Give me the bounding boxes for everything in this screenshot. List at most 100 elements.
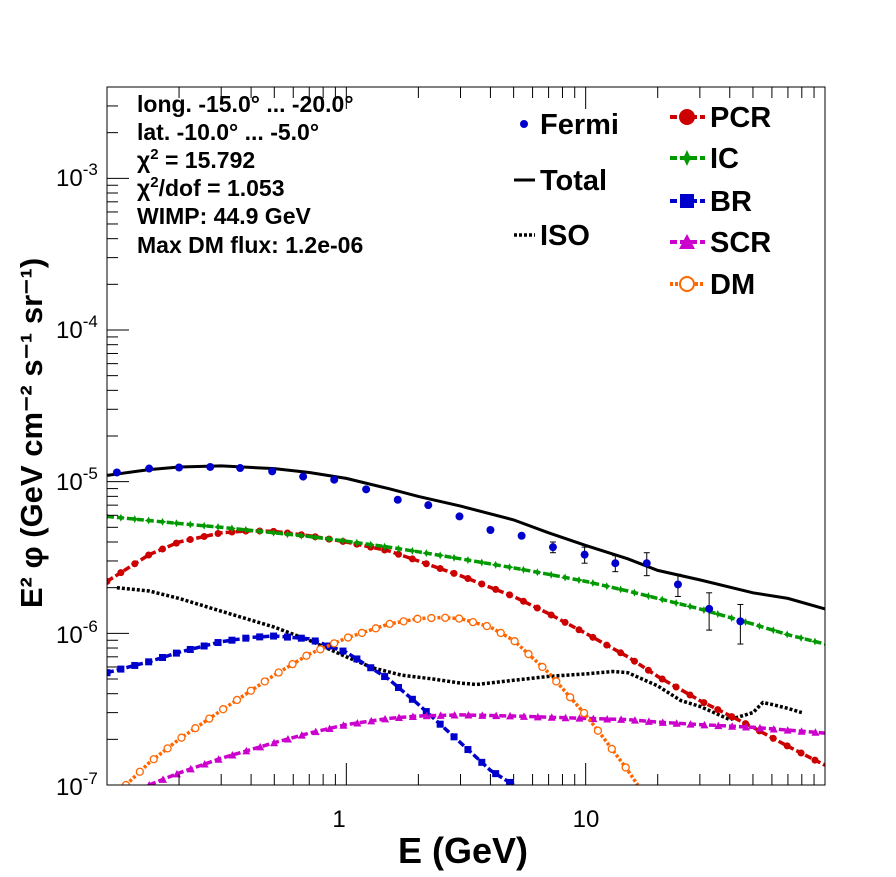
- marker-pcr: [603, 641, 611, 649]
- marker-scr: [755, 723, 764, 732]
- marker-scr: [325, 724, 334, 732]
- marker-dm: [524, 649, 533, 659]
- marker-dm: [135, 767, 144, 776]
- marker-br: [131, 661, 139, 669]
- marker-scr: [492, 711, 501, 720]
- marker-pcr: [450, 569, 458, 577]
- marker-pcr: [186, 536, 194, 544]
- marker-scr: [658, 718, 667, 726]
- max-dm-flux: Max DM flux: 1.2e-06: [137, 232, 363, 258]
- marker-dm: [579, 708, 589, 718]
- marker-dm: [288, 659, 297, 669]
- marker-ic: [574, 576, 583, 585]
- marker-ic: [394, 544, 403, 553]
- marker-ic: [186, 520, 195, 529]
- marker-ic: [158, 517, 167, 526]
- triangle-marker-icon: [679, 234, 695, 249]
- marker-dm: [496, 628, 505, 638]
- marker-pcr: [408, 555, 416, 563]
- marker-pcr: [159, 545, 167, 553]
- legend-label-iso: ISO: [540, 220, 590, 252]
- marker-dm: [399, 617, 408, 626]
- marker-ic: [338, 536, 347, 545]
- marker-scr: [603, 714, 612, 723]
- marker-pcr: [519, 597, 527, 605]
- marker-scr: [395, 713, 404, 722]
- fermi-point: [268, 467, 277, 476]
- marker-scr: [436, 711, 445, 719]
- marker-scr: [159, 775, 168, 783]
- marker-dm: [566, 693, 575, 702]
- series-line-total: [107, 464, 825, 611]
- y-axis-title: E² φ (GeV cm⁻² s⁻¹ sr⁻¹): [14, 258, 49, 608]
- y-tick-label-1e-5: 10-5: [56, 464, 98, 496]
- marker-br: [381, 673, 389, 681]
- marker-br: [395, 684, 403, 692]
- fermi-point: [236, 464, 245, 473]
- marker-ic: [741, 617, 750, 626]
- x-tick-label-10: 10: [573, 806, 600, 833]
- marker-br: [256, 633, 264, 641]
- marker-ic: [116, 513, 125, 522]
- marker-scr: [256, 742, 265, 751]
- marker-pcr: [395, 550, 403, 558]
- marker-dm: [538, 662, 547, 672]
- marker-scr: [714, 721, 723, 730]
- marker-pcr: [145, 551, 153, 559]
- legend-item-fermi: Fermi: [520, 109, 619, 141]
- marker-ic: [769, 626, 778, 635]
- marker-dm: [232, 695, 242, 705]
- marker-ic: [616, 585, 625, 594]
- marker-br: [506, 778, 514, 785]
- y-tick-label-1e-3: 10-3: [56, 160, 98, 192]
- fermi-point: [175, 463, 184, 472]
- marker-ic: [214, 523, 223, 532]
- marker-ic: [547, 570, 556, 579]
- marker-ic: [644, 592, 653, 601]
- marker-ic: [713, 610, 722, 619]
- marker-scr: [408, 712, 417, 720]
- marker-ic: [630, 588, 639, 597]
- marker-pcr: [117, 569, 125, 577]
- marker-scr: [270, 738, 279, 747]
- marker-dm: [218, 705, 228, 714]
- marker-scr: [422, 711, 431, 720]
- marker-ic: [810, 637, 819, 646]
- marker-scr: [506, 711, 515, 720]
- marker-pcr: [686, 691, 694, 699]
- fermi-point: [673, 580, 682, 589]
- marker-ic: [686, 602, 695, 611]
- fermi-point: [362, 485, 371, 494]
- star-marker-icon: [679, 150, 695, 166]
- fermi-point: [299, 472, 308, 481]
- marker-br: [283, 633, 291, 641]
- marker-br: [478, 758, 486, 766]
- marker-scr: [547, 713, 556, 721]
- marker-br: [117, 665, 125, 673]
- series-total: [107, 464, 825, 611]
- marker-ic: [408, 546, 417, 555]
- marker-pcr: [630, 657, 638, 665]
- marker-pcr: [728, 713, 736, 721]
- marker-dm: [191, 724, 200, 733]
- marker-ic: [699, 606, 708, 615]
- marker-br: [172, 649, 180, 657]
- marker-scr: [672, 719, 681, 727]
- marker-dm: [510, 637, 519, 646]
- marker-ic: [450, 553, 459, 562]
- marker-scr: [700, 720, 709, 729]
- marker-ic: [505, 563, 514, 572]
- marker-scr: [686, 720, 695, 728]
- marker-dm: [260, 677, 269, 686]
- legend-label-fermi: Fermi: [540, 109, 619, 141]
- marker-scr: [283, 734, 292, 743]
- marker-pcr: [811, 756, 819, 764]
- fermi-point: [206, 462, 215, 471]
- fermi-point: [611, 559, 620, 568]
- marker-ic: [325, 535, 334, 544]
- marker-ic: [727, 613, 736, 622]
- marker-dm: [385, 619, 394, 629]
- fermi-point: [145, 464, 154, 473]
- marker-ic: [422, 549, 431, 558]
- marker-br: [339, 647, 347, 655]
